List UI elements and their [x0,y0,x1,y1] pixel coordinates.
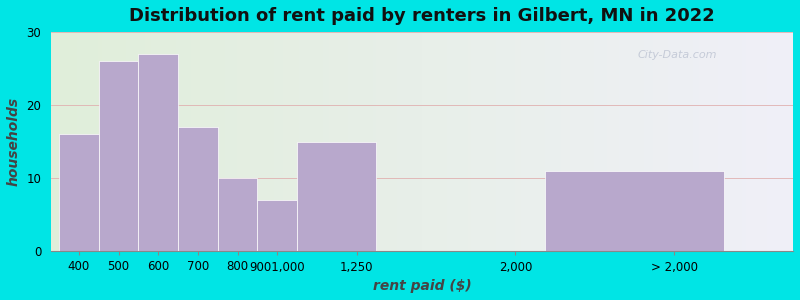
Y-axis label: households: households [7,97,21,186]
Title: Distribution of rent paid by renters in Gilbert, MN in 2022: Distribution of rent paid by renters in … [130,7,715,25]
Bar [178,127,218,251]
Bar [297,142,377,251]
Bar [138,54,178,251]
Bar [258,200,297,251]
Bar [218,178,258,251]
Text: City-Data.com: City-Data.com [638,50,717,60]
Bar [98,61,138,251]
Bar [59,134,98,251]
Bar [545,171,724,251]
X-axis label: rent paid ($): rent paid ($) [373,279,471,293]
